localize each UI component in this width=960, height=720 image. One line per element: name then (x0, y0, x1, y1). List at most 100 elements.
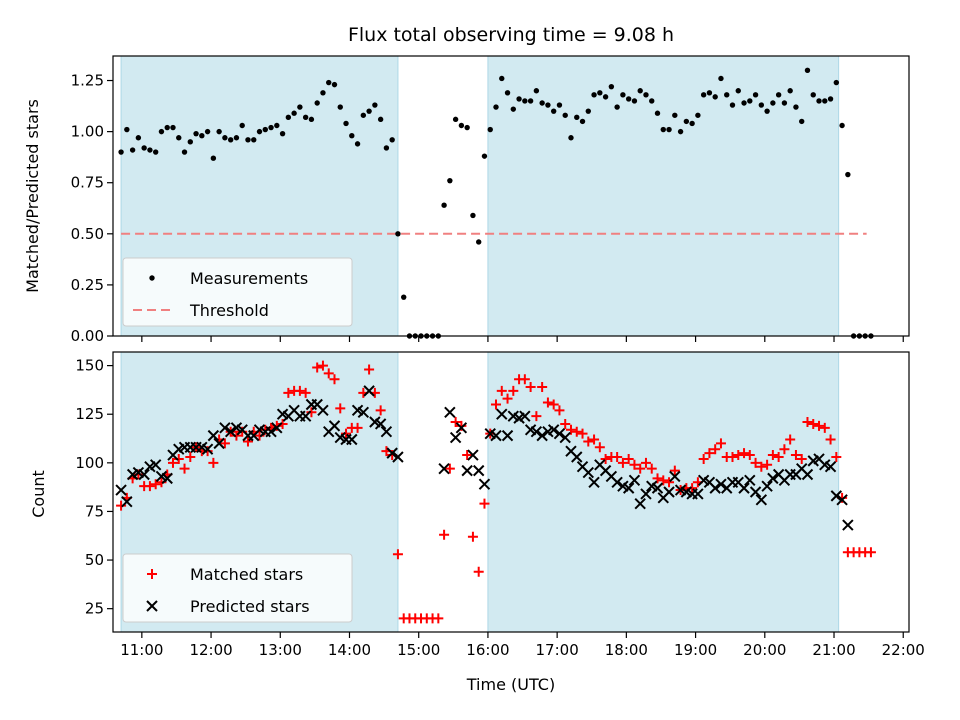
matched-star-point (496, 385, 507, 396)
measurement-point (787, 88, 793, 94)
x-tick-label: 17:00 (536, 641, 579, 659)
measurement-point (372, 102, 378, 108)
measurement-point (539, 100, 545, 106)
series-x (115, 385, 854, 531)
predicted-star-point (824, 461, 837, 473)
measurement-point (135, 135, 142, 141)
matched-star-point (335, 403, 346, 414)
predicted-star-point (346, 433, 358, 446)
measurement-point (274, 122, 280, 129)
predicted-star-point (553, 427, 566, 440)
measurement-point (747, 98, 753, 104)
series-dot (118, 67, 874, 339)
measurement-point (262, 126, 268, 133)
measurement-point (839, 122, 845, 129)
matched-star-point (640, 457, 651, 468)
measurement-point (464, 124, 470, 131)
predicted-star-point (317, 404, 329, 417)
measurement-point (164, 124, 170, 131)
measurement-point (193, 130, 199, 137)
measurement-point (222, 135, 228, 141)
predicted-star-point (478, 478, 491, 490)
y-tick-label: 0.50 (71, 225, 104, 243)
matched-star-point (589, 434, 600, 445)
measurement-point (822, 98, 828, 104)
x-tick-label: 19:00 (674, 641, 717, 659)
measurement-point (170, 124, 176, 131)
predicted-star-point (842, 519, 854, 531)
y-tick-label: 0.00 (71, 327, 104, 345)
legend-box (122, 257, 353, 327)
measurement-point (625, 96, 632, 102)
matched-star-point (814, 420, 825, 431)
measurement-point (631, 98, 638, 104)
measurement-point (401, 294, 407, 300)
measurement-point (331, 81, 338, 88)
measurement-point (597, 90, 603, 96)
x-tick-label: 21:00 (812, 641, 855, 659)
matched-star-point (242, 436, 253, 447)
legend: Matched stars Predicted stars (122, 553, 353, 623)
measurement-point (735, 88, 741, 94)
measurement-point (666, 126, 672, 133)
legend-marker-plus (147, 569, 157, 579)
observing-window (487, 55, 840, 337)
measurement-point (366, 108, 372, 114)
matched-star-point (646, 463, 657, 474)
legend-marker-dot (149, 275, 155, 281)
x-tick-label: 18:00 (605, 641, 648, 659)
measurement-point (527, 98, 534, 104)
matched-star-point (710, 444, 721, 455)
measurement-point (227, 137, 234, 143)
matched-star-point (179, 463, 190, 474)
measurement-point (816, 98, 822, 104)
chart-panels: 0.00 0.25 0.50 0.75 1.00 1.25 Measurements Thre… (71, 55, 925, 659)
measurement-point (677, 128, 684, 135)
measurement-point (764, 108, 770, 114)
matched-star-point (762, 459, 773, 470)
y-tick-label: 25 (85, 600, 104, 618)
measurement-point (256, 128, 263, 135)
legend-box (122, 553, 353, 623)
measurement-point (585, 108, 591, 114)
matched-star-point (433, 613, 444, 624)
matched-star-point (542, 397, 553, 408)
series-plus (116, 360, 876, 624)
top-panel-y-axis-label: Matched/Predicted stars (23, 99, 42, 293)
observing-window (487, 351, 840, 633)
predicted-star-point (455, 422, 468, 434)
predicted-star-point (634, 497, 646, 510)
x-tick-label: 14:00 (328, 641, 371, 659)
predicted-star-point (559, 431, 571, 444)
predicted-star-point (138, 468, 150, 481)
y-tick-label: 50 (85, 551, 104, 569)
matched-star-point (594, 442, 605, 453)
predicted-star-point (709, 482, 721, 494)
matched-star-point (329, 374, 340, 385)
matched-star-point (173, 453, 184, 464)
matched-star-point (341, 428, 352, 439)
measurement-point (152, 149, 159, 155)
measurement-point (649, 98, 655, 104)
matched-star-point (560, 418, 571, 429)
matched-star-point (790, 450, 801, 461)
predicted-star-point (801, 468, 814, 481)
predicted-star-point (472, 464, 485, 477)
measurement-point (752, 92, 759, 98)
predicted-star-point (271, 422, 283, 434)
matched-star-point (744, 450, 755, 461)
matched-star-point (831, 452, 842, 462)
measurement-point (729, 102, 736, 108)
matched-star-point (617, 457, 628, 468)
predicted-star-point (692, 488, 704, 500)
predicted-star-point (386, 447, 398, 459)
measurement-point (775, 92, 782, 98)
predicted-star-point (519, 410, 531, 422)
measurement-point (395, 231, 401, 237)
measurement-point (233, 135, 240, 141)
measurement-point (695, 112, 701, 118)
predicted-star-point (622, 482, 635, 494)
matched-star-point (254, 430, 265, 441)
measurement-point (522, 98, 528, 104)
y-tick-label: 100 (75, 454, 104, 472)
